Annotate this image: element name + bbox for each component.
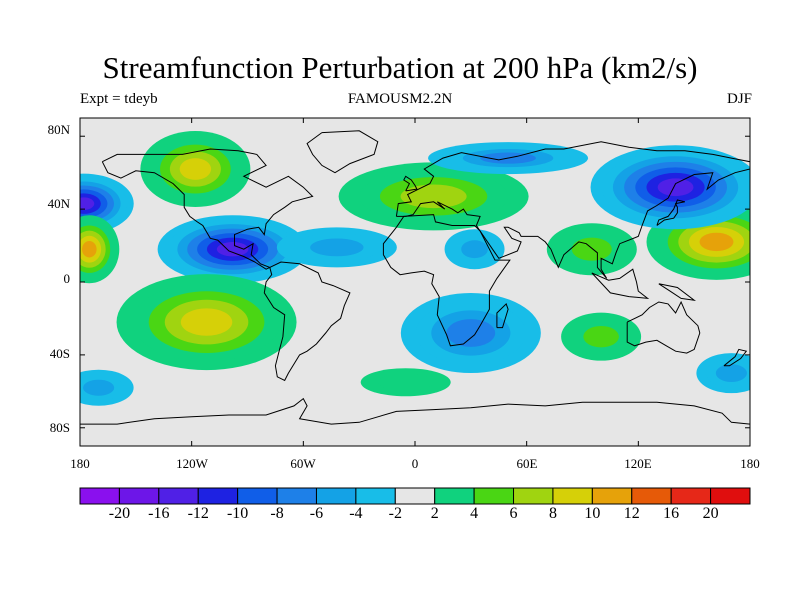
lon-label-120w: 120W <box>176 456 208 471</box>
lat-label-80s: 80S <box>49 420 70 435</box>
lat-label-eq: 0 <box>63 271 71 286</box>
contour-region-10-5 <box>699 232 734 252</box>
contour-region-7-2 <box>83 379 115 396</box>
colorbar-box-6 <box>315 487 357 505</box>
contour-region-15-1 <box>378 373 434 391</box>
contour-region-3-6 <box>216 242 249 257</box>
colorbar-label-4: -8 <box>270 505 284 522</box>
contour-region-11-6 <box>657 178 694 197</box>
colorbar-label-2: -12 <box>187 505 209 522</box>
colorbar-box-16 <box>710 487 751 505</box>
coastline-africa <box>382 214 511 347</box>
coastline-indonesia <box>591 268 650 300</box>
coastline-eurasia <box>395 141 751 279</box>
coastline-north-america <box>101 148 314 270</box>
colorbar-box-9 <box>434 487 475 505</box>
lon-label-180w: 180 <box>70 456 90 471</box>
colorbar-label-13: 12 <box>623 505 640 522</box>
colorbar-label-7: -2 <box>388 505 402 522</box>
lon-label-60e: 60E <box>516 456 538 471</box>
colorbar-box-8 <box>394 487 436 505</box>
colorbar-label-6: -4 <box>349 505 363 522</box>
colorbar-box-11 <box>513 487 554 505</box>
contour-region-13-3 <box>446 319 496 347</box>
colorbar-box-3 <box>197 487 239 505</box>
colorbar-box-10 <box>473 487 515 505</box>
coastline-new-guinea <box>658 283 697 301</box>
colorbar-box-4 <box>237 487 278 505</box>
colorbar-label-10: 6 <box>509 505 518 522</box>
season-label: DJF <box>726 91 752 107</box>
coastline-japan <box>656 199 686 226</box>
coastline-south-america <box>263 261 351 382</box>
colorbar-box-0 <box>79 487 120 505</box>
contour-region-9-2 <box>571 237 612 261</box>
contour-region-1-6 <box>80 197 95 210</box>
contour-fill-regions <box>80 131 750 406</box>
colorbar-label-5: -6 <box>309 505 324 522</box>
colorbar-label-8: 2 <box>430 505 439 522</box>
lat-label-80n: 80N <box>47 122 70 137</box>
lat-label-40s: 40S <box>49 346 70 361</box>
contour-region-6-4 <box>180 308 233 336</box>
colorbar-label-12: 10 <box>584 505 601 522</box>
colorbar-label-9: 4 <box>470 505 479 522</box>
lon-label-180e: 180 <box>740 456 760 471</box>
coastline-antarctica <box>80 397 751 425</box>
experiment-label: Expt = tdeyb <box>80 91 158 107</box>
colorbar-label-1: -16 <box>148 505 170 522</box>
map-title: Streamfunction Perturbation at 200 hPa (… <box>102 50 698 85</box>
coastline-greenland <box>306 130 379 174</box>
contour-region-14-2 <box>583 326 619 348</box>
colorbar-box-1 <box>118 487 160 505</box>
colorbar-box-5 <box>276 487 317 505</box>
colorbar-box-14 <box>631 487 672 505</box>
colorbar-box-7 <box>355 487 396 505</box>
coastline-madagascar <box>496 302 509 329</box>
coastlines <box>80 130 751 425</box>
coastline-great-britain <box>403 175 418 192</box>
lon-label-0: 0 <box>411 456 419 471</box>
colorbar-box-12 <box>552 487 593 505</box>
model-label: FAMOUSM2.2N <box>347 91 453 107</box>
coastline-australia <box>626 300 701 354</box>
coastline-new-zealand <box>723 348 748 367</box>
contour-region-16-2 <box>715 364 747 382</box>
contour-region-4-2 <box>310 238 364 257</box>
colorbar-box-13 <box>591 487 633 505</box>
lon-label-120e: 120E <box>624 456 652 471</box>
contour-region-0-4 <box>179 158 212 180</box>
colorbar-label-15: 20 <box>702 505 719 522</box>
colorbar-label-3: -10 <box>226 505 249 522</box>
lon-label-60w: 60W <box>290 456 316 471</box>
contour-region-2-5 <box>82 240 97 258</box>
contour-region-5-2 <box>461 240 488 259</box>
colorbar-label-11: 8 <box>548 505 557 522</box>
colorbar-box-15 <box>670 487 712 505</box>
colorbar-label-14: 16 <box>663 505 680 522</box>
contour-region-8-3 <box>400 184 467 209</box>
lat-label-40n: 40N <box>47 196 70 211</box>
colorbar-label-0: -20 <box>108 505 131 522</box>
colorbar-box-2 <box>158 487 199 505</box>
